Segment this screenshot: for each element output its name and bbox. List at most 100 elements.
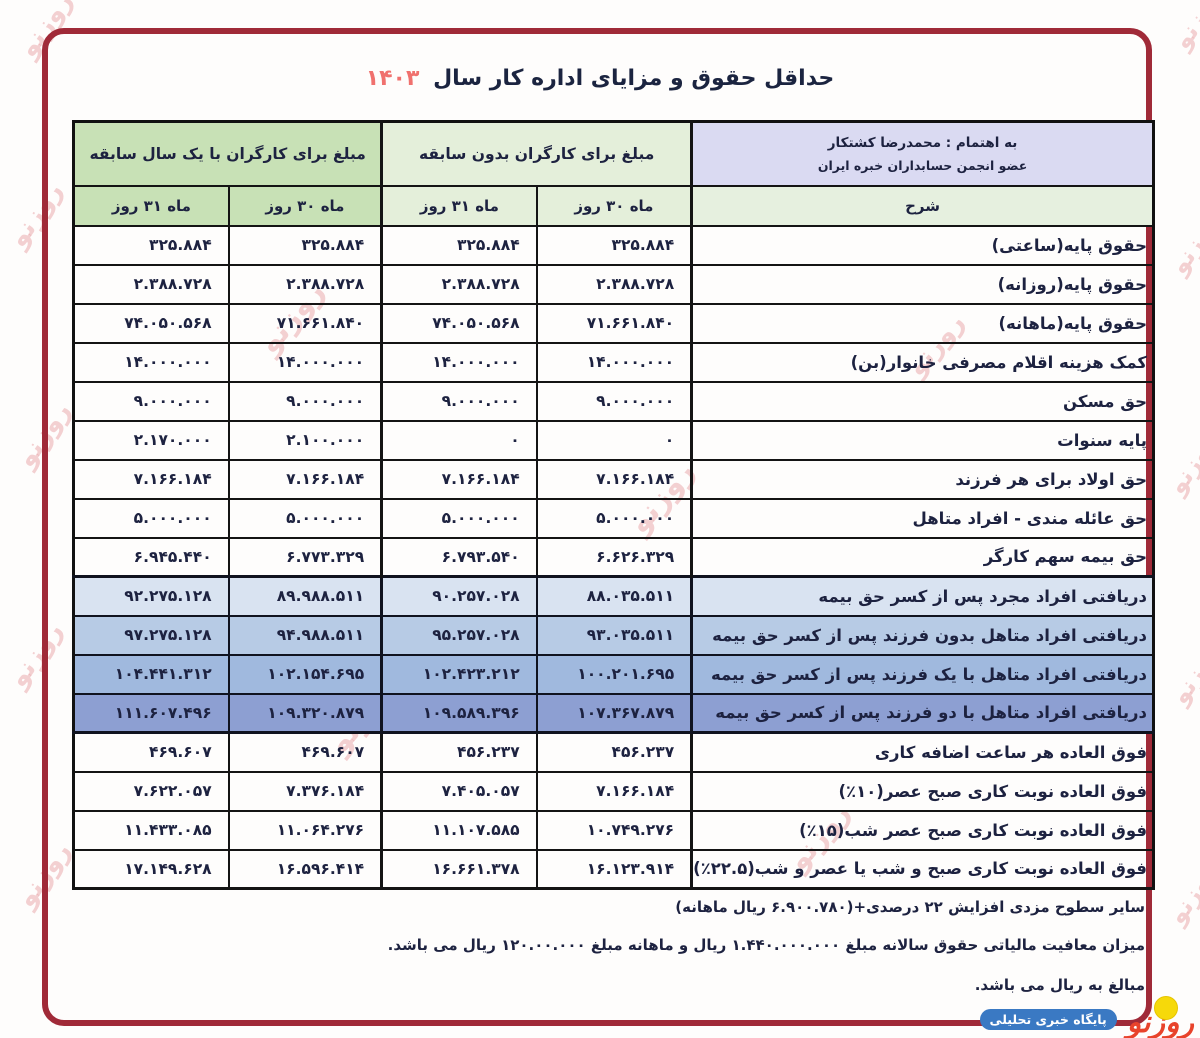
site-logo-wordmark: روزنو	[1123, 996, 1194, 1038]
watermark-text: روزنو	[3, 616, 70, 694]
group-header-no-experience: مبلغ برای کارگران بدون سابقه	[380, 120, 694, 187]
salary-table: به اهتمام : محمدرضا کشتکار عضو انجمن حسا…	[72, 120, 1155, 890]
cell-one-year-month30: ۱۴.۰۰۰.۰۰۰	[227, 341, 384, 383]
page-title-text: حداقل حقوق و مزایای اداره کار سال	[433, 66, 835, 91]
cell-one-year-month30: ۱۰۲.۱۵۴.۶۹۵	[227, 653, 384, 695]
cell-no-exp-month31: ۹۰.۲۵۷.۰۲۸	[380, 575, 538, 617]
cell-one-year-month30: ۸۹.۹۸۸.۵۱۱	[227, 575, 384, 617]
table-row: حق عائله مندی - افراد متاهل ۵.۰۰۰.۰۰۰ ۵.۰۰…	[72, 497, 1155, 539]
page-title: حداقل حقوق و مزایای اداره کار سال ۱۴۰۳	[0, 66, 1200, 91]
site-logo-ball-icon	[1154, 996, 1178, 1020]
cell-no-exp-month30: ۴۵۶.۲۳۷	[535, 731, 694, 773]
row-description: دریافتی افراد متاهل با یک فرزند پس از کس…	[690, 653, 1155, 695]
cell-one-year-month30: ۹۴.۹۸۸.۵۱۱	[227, 614, 384, 656]
cell-no-exp-month30: ۳۲۵.۸۸۴	[535, 224, 694, 266]
watermark-text: روزنو	[1162, 858, 1200, 930]
cell-no-exp-month30: ۷.۱۶۶.۱۸۴	[535, 770, 694, 812]
row-description: فوق العاده نوبت کاری صبح و شب یا عصر و ش…	[690, 848, 1155, 890]
row-description: حق بیمه سهم کارگر	[690, 536, 1155, 578]
cell-one-year-month30: ۲.۱۰۰.۰۰۰	[227, 419, 384, 461]
cell-one-year-month31: ۱۰۴.۴۴۱.۳۱۲	[72, 653, 230, 695]
cell-one-year-month31: ۱۷.۱۴۹.۶۲۸	[72, 848, 230, 890]
cell-one-year-month31: ۲.۱۷۰.۰۰۰	[72, 419, 230, 461]
subheader-no-month31: ماه ۳۱ روز	[380, 184, 538, 227]
cell-one-year-month30: ۹.۰۰۰.۰۰۰	[227, 380, 384, 422]
cell-one-year-month30: ۴۶۹.۶۰۷	[227, 731, 384, 773]
row-description: فوق العاده نوبت کاری صبح عصر(۱۰٪)	[690, 770, 1155, 812]
cell-one-year-month31: ۱۱۱.۶۰۷.۴۹۶	[72, 692, 230, 734]
subheader-no-month30: ماه ۳۰ روز	[535, 184, 694, 227]
cell-no-exp-month30: ۲.۳۸۸.۷۲۸	[535, 263, 694, 305]
cell-no-exp-month30: ۱۰۰.۲۰۱.۶۹۵	[535, 653, 694, 695]
row-description: حقوق پایه(ماهانه)	[690, 302, 1155, 344]
cell-no-exp-month31: ۹.۰۰۰.۰۰۰	[380, 380, 538, 422]
table-row: دریافتی افراد متاهل با دو فرزند پس از کس…	[72, 692, 1155, 734]
row-description: کمک هزینه اقلام مصرفی خانوار(بن)	[690, 341, 1155, 383]
subheader-yr-month31: ماه ۳۱ روز	[72, 184, 230, 227]
table-row: حقوق پایه(ماهانه) ۷۱.۶۶۱.۸۴۰ ۷۴.۰۵۰.۵۶۸ ۷۱.…	[72, 302, 1155, 344]
cell-one-year-month31: ۹۲.۲۷۵.۱۲۸	[72, 575, 230, 617]
row-description: فوق العاده هر ساعت اضافه کاری	[690, 731, 1155, 773]
cell-no-exp-month30: ۱۰۷.۳۶۷.۸۷۹	[535, 692, 694, 734]
cell-no-exp-month30: ۹۳.۰۳۵.۵۱۱	[535, 614, 694, 656]
table-row: دریافتی افراد متاهل با یک فرزند پس از کس…	[72, 653, 1155, 695]
cell-one-year-month30: ۳۲۵.۸۸۴	[227, 224, 384, 266]
cell-no-exp-month30: ۷۱.۶۶۱.۸۴۰	[535, 302, 694, 344]
cell-one-year-month31: ۱۱.۴۳۳.۰۸۵	[72, 809, 230, 851]
row-description: فوق العاده نوبت کاری صبح عصر شب(۱۵٪)	[690, 809, 1155, 851]
cell-one-year-month31: ۷۴.۰۵۰.۵۶۸	[72, 302, 230, 344]
row-description: دریافتی افراد متاهل بدون فرزند پس از کسر…	[690, 614, 1155, 656]
footnote-tax-exemption: میزان معافیت مالیاتی حقوق سالانه مبلغ ۱.…	[387, 936, 1145, 954]
cell-one-year-month30: ۷.۱۶۶.۱۸۴	[227, 458, 384, 500]
watermark-text: روزنو	[3, 176, 70, 254]
cell-one-year-month31: ۲.۳۸۸.۷۲۸	[72, 263, 230, 305]
table-row: حقوق پایه(ساعتی) ۳۲۵.۸۸۴ ۳۲۵.۸۸۴ ۳۲۵.۸۸۴ ۳۲۵…	[72, 224, 1155, 266]
cell-no-exp-month31: ۱۰۲.۴۲۳.۲۱۲	[380, 653, 538, 695]
cell-no-exp-month30: ۶.۶۲۶.۳۲۹	[535, 536, 694, 578]
row-description: حقوق پایه(ساعتی)	[690, 224, 1155, 266]
compiler-line2: عضو انجمن حسابداران خبره ایران	[817, 157, 1028, 173]
cell-one-year-month31: ۹۷.۲۷۵.۱۲۸	[72, 614, 230, 656]
table-row: حق بیمه سهم کارگر ۶.۶۲۶.۳۲۹ ۶.۷۹۳.۵۴۰ ۶.۷۷۳…	[72, 536, 1155, 578]
watermark-text: روزنو	[1164, 208, 1200, 280]
table-row: کمک هزینه اقلام مصرفی خانوار(بن) ۱۴.۰۰۰.۰…	[72, 341, 1155, 383]
desc-column-header: شرح	[690, 184, 1155, 227]
cell-one-year-month31: ۳۲۵.۸۸۴	[72, 224, 230, 266]
cell-no-exp-month31: ۰	[380, 419, 538, 461]
site-logo-tagline: پایگاه خبری تحلیلی	[979, 1008, 1117, 1030]
cell-one-year-month30: ۷.۳۷۶.۱۸۴	[227, 770, 384, 812]
footnote-currency: مبالغ به ریال می باشد.	[974, 976, 1145, 994]
row-description: حقوق پایه(روزانه)	[690, 263, 1155, 305]
cell-one-year-month30: ۲.۳۸۸.۷۲۸	[227, 263, 384, 305]
cell-no-exp-month30: ۸۸.۰۳۵.۵۱۱	[535, 575, 694, 617]
site-logo: روزنو پایگاه خبری تحلیلی	[979, 996, 1194, 1038]
cell-no-exp-month31: ۱۰۹.۵۸۹.۳۹۶	[380, 692, 538, 734]
cell-no-exp-month31: ۳۲۵.۸۸۴	[380, 224, 538, 266]
cell-one-year-month31: ۷.۱۶۶.۱۸۴	[72, 458, 230, 500]
table-row: حقوق پایه(روزانه) ۲.۳۸۸.۷۲۸ ۲.۳۸۸.۷۲۸ ۲.۳۸۸…	[72, 263, 1155, 305]
cell-no-exp-month31: ۱۱.۱۰۷.۵۸۵	[380, 809, 538, 851]
cell-no-exp-month30: ۱۰.۷۴۹.۲۷۶	[535, 809, 694, 851]
cell-one-year-month30: ۱۰۹.۳۲۰.۸۷۹	[227, 692, 384, 734]
watermark-text: روزنو	[1167, 0, 1200, 55]
row-description: پایه سنوات	[690, 419, 1155, 461]
cell-no-exp-month31: ۹۵.۲۵۷.۰۲۸	[380, 614, 538, 656]
row-description: دریافتی افراد مجرد پس از کسر حق بیمه	[690, 575, 1155, 617]
cell-no-exp-month31: ۷۴.۰۵۰.۵۶۸	[380, 302, 538, 344]
row-description: حق مسکن	[690, 380, 1155, 422]
cell-one-year-month31: ۶.۹۴۵.۴۴۰	[72, 536, 230, 578]
cell-no-exp-month31: ۲.۳۸۸.۷۲۸	[380, 263, 538, 305]
cell-one-year-month30: ۱۱.۰۶۴.۲۷۶	[227, 809, 384, 851]
row-description: دریافتی افراد متاهل با دو فرزند پس از کس…	[690, 692, 1155, 734]
cell-no-exp-month30: ۰	[535, 419, 694, 461]
footnote-wage-increase: سایر سطوح مزدی افزایش ۲۲ درصدی+(۶.۹۰۰.۷۸…	[675, 898, 1145, 916]
compiler-cell: به اهتمام : محمدرضا کشتکار عضو انجمن حسا…	[690, 120, 1155, 187]
cell-no-exp-month30: ۱۴.۰۰۰.۰۰۰	[535, 341, 694, 383]
subheader-yr-month30: ماه ۳۰ روز	[227, 184, 384, 227]
cell-one-year-month31: ۹.۰۰۰.۰۰۰	[72, 380, 230, 422]
cell-one-year-month31: ۴۶۹.۶۰۷	[72, 731, 230, 773]
cell-no-exp-month31: ۵.۰۰۰.۰۰۰	[380, 497, 538, 539]
watermark-text: روزنو	[11, 836, 78, 914]
cell-one-year-month30: ۵.۰۰۰.۰۰۰	[227, 497, 384, 539]
cell-no-exp-month31: ۷.۴۰۵.۰۵۷	[380, 770, 538, 812]
